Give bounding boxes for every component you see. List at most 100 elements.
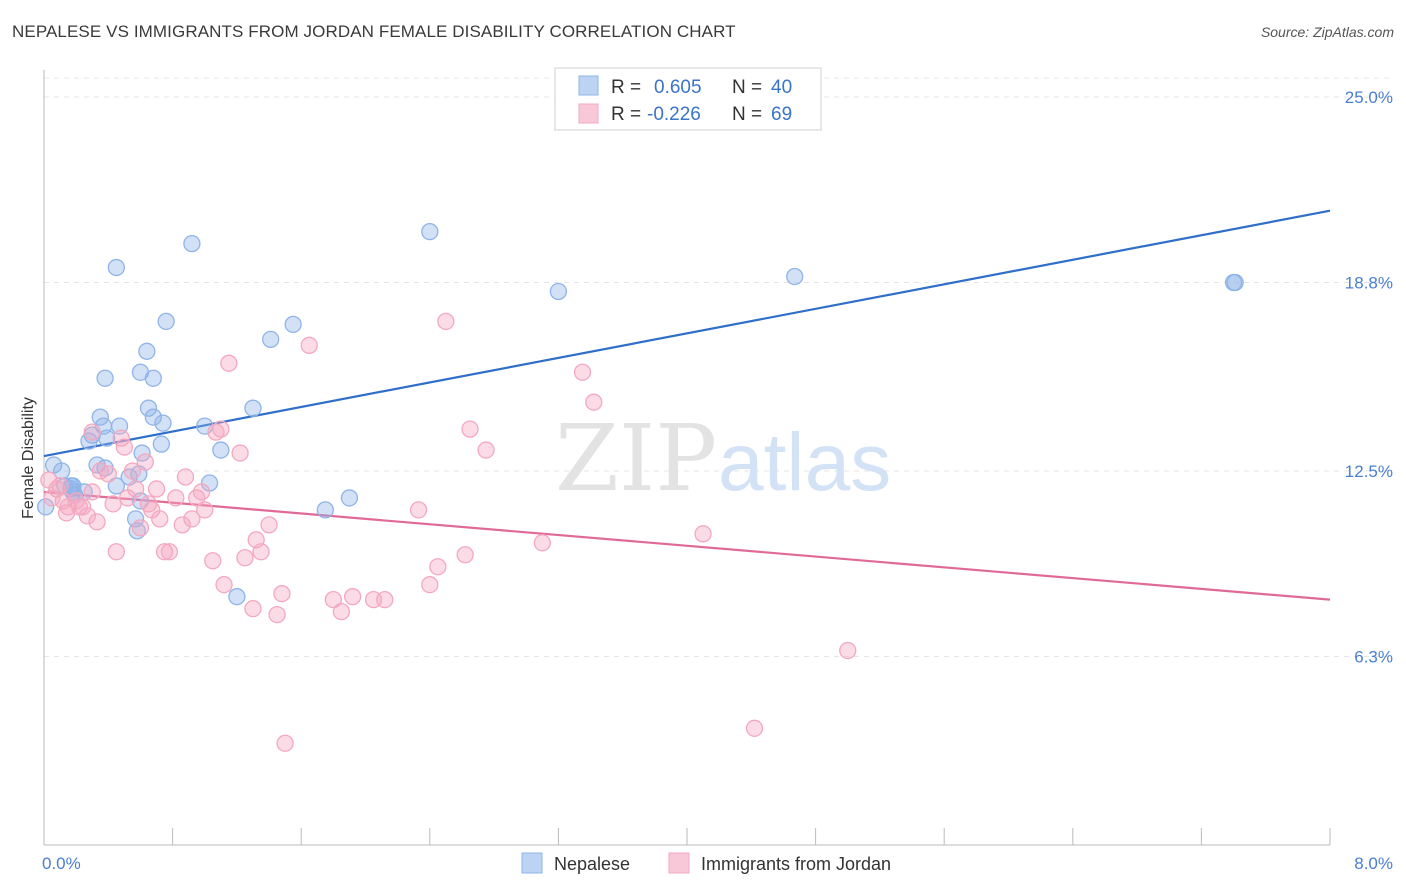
data-point-nepalese	[96, 369, 114, 387]
trend-line-nepalese	[43, 209, 1331, 458]
y-tick-label: 12.5%	[1345, 462, 1393, 481]
data-point-jordan	[260, 516, 278, 534]
legend-r-value-nepalese: 0.605	[654, 77, 702, 98]
data-point-nepalese	[154, 414, 172, 432]
y-tick-label: 18.8%	[1345, 274, 1393, 293]
watermark-zip: ZIP	[555, 405, 717, 512]
data-point-jordan	[573, 363, 592, 381]
data-point-nepalese	[98, 429, 116, 447]
data-point-jordan	[147, 480, 166, 498]
data-point-jordan	[220, 354, 238, 372]
data-point-nepalese	[212, 441, 230, 459]
data-point-jordan	[73, 498, 92, 516]
legend-n-label-jordan: N =	[732, 104, 762, 125]
data-point-jordan	[252, 543, 270, 561]
data-point-nepalese	[128, 522, 146, 540]
data-point-jordan	[533, 534, 551, 552]
legend-swatch-jordan	[578, 103, 599, 124]
data-point-jordan	[409, 501, 428, 519]
data-point-jordan	[176, 468, 195, 486]
data-point-jordan	[151, 510, 169, 528]
data-point-jordan	[173, 516, 191, 534]
legend-r-label-nepalese: R =	[611, 77, 641, 98]
data-point-nepalese	[183, 234, 201, 253]
data-point-jordan	[477, 441, 495, 459]
data-point-jordan	[839, 641, 857, 660]
y-tick-label: 25.0%	[1345, 88, 1393, 107]
data-point-jordan	[192, 483, 211, 501]
data-point-jordan	[78, 507, 97, 525]
data-point-jordan	[183, 510, 201, 528]
data-point-jordan	[343, 588, 362, 606]
data-point-jordan	[104, 495, 122, 513]
legend-r-value-jordan: -0.226	[647, 104, 701, 125]
data-point-jordan	[694, 525, 712, 543]
data-point-nepalese	[138, 342, 156, 360]
data-point-jordan	[88, 513, 106, 531]
data-point-nepalese	[786, 267, 804, 286]
data-point-jordan	[745, 719, 764, 737]
data-point-jordan	[273, 585, 291, 603]
series-legend: Nepalese Immigrants from Jordan	[521, 852, 891, 874]
data-point-jordan	[83, 483, 101, 501]
data-point-nepalese	[340, 489, 359, 507]
data-point-nepalese	[228, 588, 246, 606]
data-point-jordan	[236, 549, 254, 567]
legend-n-label-nepalese: N =	[732, 77, 762, 98]
x-tick-label-max: 8.0%	[1354, 854, 1393, 873]
data-point-jordan	[332, 602, 351, 621]
data-point-jordan	[107, 543, 125, 561]
data-point-nepalese	[152, 435, 170, 453]
data-point-nepalese	[284, 315, 302, 334]
legend-swatch-nepalese	[578, 75, 599, 96]
watermark: ZIP atlas	[555, 405, 891, 512]
data-point-jordan	[461, 420, 479, 438]
bottom-swatch-nepalese	[521, 852, 543, 874]
data-point-jordan	[167, 489, 185, 507]
data-point-jordan	[215, 576, 233, 594]
source-label: Source: ZipAtlas.com	[1260, 24, 1394, 40]
trend-lines	[43, 209, 1331, 601]
bottom-legend-jordan: Immigrants from Jordan	[701, 854, 891, 874]
data-point-jordan	[160, 543, 179, 561]
data-point-nepalese	[139, 399, 158, 417]
y-tick-labels: 6.3% 12.5% 18.8% 25.0%	[1345, 88, 1393, 667]
y-tick-label: 6.3%	[1354, 648, 1393, 667]
data-point-nepalese	[1226, 273, 1244, 292]
data-point-jordan	[585, 393, 603, 411]
data-point-nepalese	[133, 444, 151, 462]
data-point-nepalese	[91, 408, 109, 426]
data-point-jordan	[51, 477, 69, 495]
data-point-jordan	[212, 420, 230, 438]
data-point-nepalese	[262, 330, 280, 349]
data-point-jordan	[421, 576, 439, 594]
watermark-atlas: atlas	[718, 417, 891, 508]
chart-title: NEPALESE VS IMMIGRANTS FROM JORDAN FEMAL…	[12, 22, 736, 41]
y-axis-label: Female Disability	[20, 397, 37, 519]
data-point-jordan	[136, 453, 154, 471]
data-point-jordan	[324, 591, 343, 609]
data-point-jordan	[204, 552, 222, 570]
data-point-jordan	[429, 558, 447, 576]
data-point-jordan	[276, 734, 294, 752]
legend-n-value-jordan: 69	[771, 104, 792, 125]
data-point-jordan	[244, 599, 262, 618]
data-point-jordan	[268, 605, 286, 624]
data-point-jordan	[99, 465, 117, 483]
data-point-jordan	[207, 423, 225, 441]
legend-n-value-nepalese: 40	[771, 77, 792, 98]
data-point-jordan	[231, 444, 249, 462]
data-point-nepalese	[80, 432, 98, 450]
gridlines	[44, 77, 1393, 658]
trend-line-jordan	[43, 490, 1331, 601]
data-point-nepalese	[549, 282, 568, 301]
data-point-nepalese	[107, 477, 125, 495]
data-point-nepalese	[144, 369, 162, 387]
data-point-jordan	[300, 336, 318, 354]
data-point-nepalese	[316, 501, 334, 519]
data-point-nepalese	[421, 222, 439, 241]
data-point-jordan	[123, 462, 142, 480]
data-point-nepalese	[144, 408, 162, 426]
data-point-nepalese	[107, 258, 125, 277]
